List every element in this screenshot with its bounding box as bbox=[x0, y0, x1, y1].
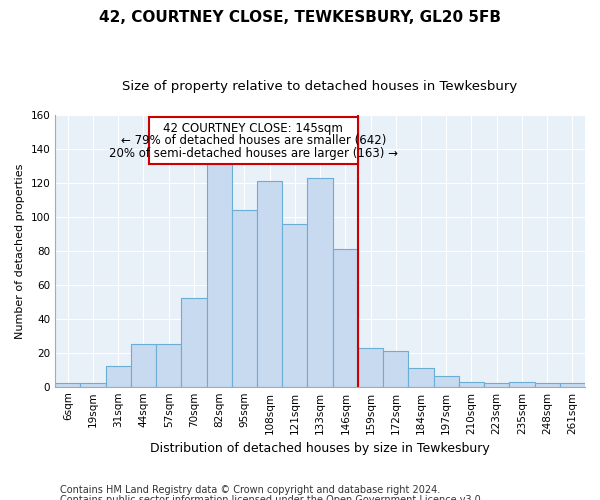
FancyBboxPatch shape bbox=[149, 116, 358, 164]
X-axis label: Distribution of detached houses by size in Tewkesbury: Distribution of detached houses by size … bbox=[150, 442, 490, 455]
Bar bbox=[232, 210, 257, 386]
Bar bbox=[358, 348, 383, 387]
Bar bbox=[383, 351, 409, 386]
Bar bbox=[181, 298, 206, 386]
Bar bbox=[257, 181, 282, 386]
Bar bbox=[55, 384, 80, 386]
Bar bbox=[509, 382, 535, 386]
Bar bbox=[106, 366, 131, 386]
Bar bbox=[535, 384, 560, 386]
Bar bbox=[409, 368, 434, 386]
Bar bbox=[434, 376, 459, 386]
Title: Size of property relative to detached houses in Tewkesbury: Size of property relative to detached ho… bbox=[122, 80, 518, 93]
Bar bbox=[206, 164, 232, 386]
Bar bbox=[131, 344, 156, 387]
Text: 20% of semi-detached houses are larger (163) →: 20% of semi-detached houses are larger (… bbox=[109, 148, 398, 160]
Bar bbox=[484, 384, 509, 386]
Bar bbox=[560, 384, 585, 386]
Bar bbox=[307, 178, 332, 386]
Bar bbox=[332, 249, 358, 386]
Bar bbox=[80, 384, 106, 386]
Bar bbox=[459, 382, 484, 386]
Text: 42, COURTNEY CLOSE, TEWKESBURY, GL20 5FB: 42, COURTNEY CLOSE, TEWKESBURY, GL20 5FB bbox=[99, 10, 501, 25]
Y-axis label: Number of detached properties: Number of detached properties bbox=[15, 163, 25, 338]
Bar bbox=[282, 224, 307, 386]
Text: ← 79% of detached houses are smaller (642): ← 79% of detached houses are smaller (64… bbox=[121, 134, 386, 147]
Text: Contains HM Land Registry data © Crown copyright and database right 2024.: Contains HM Land Registry data © Crown c… bbox=[60, 485, 440, 495]
Text: 42 COURTNEY CLOSE: 145sqm: 42 COURTNEY CLOSE: 145sqm bbox=[163, 122, 343, 135]
Text: Contains public sector information licensed under the Open Government Licence v3: Contains public sector information licen… bbox=[60, 495, 484, 500]
Bar bbox=[156, 344, 181, 387]
